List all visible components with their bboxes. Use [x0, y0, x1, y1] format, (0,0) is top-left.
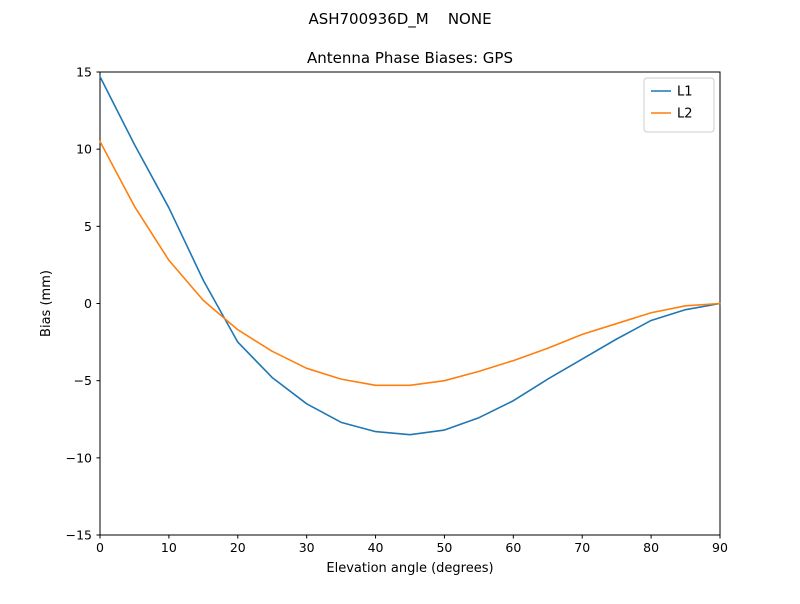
x-tick-label: 50	[436, 540, 452, 555]
x-tick-label: 20	[230, 540, 246, 555]
series-line-l1	[99, 75, 721, 436]
y-tick-label: −5	[74, 373, 92, 388]
y-tick-label: 5	[84, 219, 92, 234]
x-tick-label: 60	[505, 540, 521, 555]
axes-title: Antenna Phase Biases: GPS	[307, 49, 513, 67]
y-tick-label: 15	[76, 65, 92, 80]
y-tick-label: 10	[76, 142, 92, 157]
axis-ticks: 0 10 20 30 40 50 60 70 80 90 −15 −10 −5 0 5 10 15	[66, 65, 728, 556]
x-tick-label: 10	[161, 540, 177, 555]
legend-label-l2: L2	[677, 107, 693, 122]
x-tick-label: 30	[299, 540, 315, 555]
x-tick-label: 0	[96, 540, 104, 555]
plot-border	[99, 71, 721, 536]
x-tick-label: 40	[368, 540, 384, 555]
y-tick-label: 0	[84, 296, 92, 311]
y-tick-label: −10	[66, 450, 92, 465]
x-axis-label: Elevation angle (degrees)	[326, 561, 493, 576]
figure-suptitle: ASH700936D_M NONE	[308, 10, 491, 29]
legend-label-l1: L1	[677, 85, 693, 100]
y-axis-label: Bias (mm)	[39, 270, 54, 337]
series-line-l2	[99, 140, 721, 387]
series-lines	[99, 75, 721, 436]
x-tick-label: 90	[712, 540, 728, 555]
x-tick-label: 80	[643, 540, 659, 555]
y-tick-label: −15	[66, 528, 92, 543]
x-tick-label: 70	[574, 540, 590, 555]
